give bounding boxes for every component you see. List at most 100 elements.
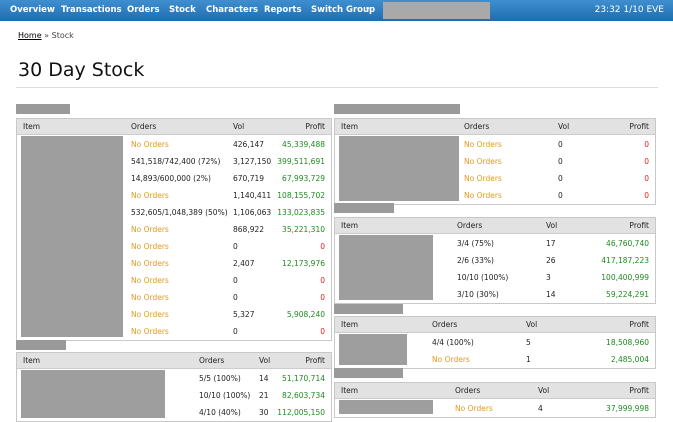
column-header: Vol bbox=[538, 386, 550, 395]
nav-item[interactable]: Transactions bbox=[61, 5, 122, 15]
orders: 10/10 (100%) bbox=[457, 273, 509, 282]
orders: No Orders bbox=[131, 259, 169, 268]
orders: 541,518/742,400 (72%) bbox=[131, 157, 221, 166]
column-header: Item bbox=[23, 122, 41, 131]
table-header bbox=[335, 317, 655, 333]
profit: 51,170,714 bbox=[282, 374, 325, 383]
profit: 0 bbox=[320, 276, 325, 285]
column-header: Profit bbox=[629, 122, 649, 131]
volume: 1 bbox=[526, 355, 531, 364]
profit: 0 bbox=[644, 174, 649, 183]
volume: 26 bbox=[546, 256, 556, 265]
volume: 2,407 bbox=[233, 259, 255, 268]
volume: 670,719 bbox=[233, 174, 265, 183]
volume: 0 bbox=[558, 140, 563, 149]
profit: 45,339,488 bbox=[282, 140, 325, 149]
panel-tab bbox=[16, 104, 70, 114]
profit: 417,187,223 bbox=[601, 256, 649, 265]
profit: 0 bbox=[644, 157, 649, 166]
orders: No Orders bbox=[131, 225, 169, 234]
orders: 5/5 (100%) bbox=[199, 374, 241, 383]
volume: 5,327 bbox=[233, 310, 255, 319]
profit: 0 bbox=[644, 140, 649, 149]
clock: 23:32 1/10 EVE bbox=[594, 5, 664, 15]
volume: 1,106,063 bbox=[233, 208, 272, 217]
dropdown-arrow[interactable]: ▾ bbox=[366, 5, 370, 13]
nav-item[interactable]: Stock bbox=[169, 5, 196, 15]
separator: » bbox=[44, 31, 50, 40]
volume: 3,127,150 bbox=[233, 157, 272, 166]
column-header: Orders bbox=[131, 122, 157, 131]
orders: No Orders bbox=[131, 191, 169, 200]
panel: Item Orders Vol Profit No Orders 426,147 45,33… bbox=[16, 118, 332, 341]
nav-item[interactable]: Switch Group bbox=[311, 5, 376, 15]
volume: 1,140,411 bbox=[233, 191, 272, 200]
panel-tab bbox=[334, 104, 460, 114]
table-header bbox=[335, 383, 655, 399]
orders: 4/4 (100%) bbox=[432, 338, 474, 347]
volume: 3 bbox=[546, 273, 551, 282]
volume: 14 bbox=[259, 374, 269, 383]
orders: 532,605/1,048,389 (50%) bbox=[131, 208, 228, 217]
nav-item[interactable]: Characters bbox=[206, 5, 259, 15]
profit: 67,993,729 bbox=[282, 174, 325, 183]
panel: Item Orders Vol Profit 3/4 (75%) 17 46,760,740… bbox=[334, 217, 656, 304]
orders: No Orders bbox=[432, 355, 470, 364]
column-header: Orders bbox=[432, 320, 458, 329]
column-header: Vol bbox=[259, 356, 271, 365]
orders: No Orders bbox=[455, 404, 493, 413]
volume: 21 bbox=[259, 391, 269, 400]
redacted-box bbox=[383, 2, 490, 19]
panel: Item Orders Vol Profit 4/4 (100%) 5 18,508,960… bbox=[334, 316, 656, 369]
column-header: Item bbox=[23, 356, 41, 365]
profit: 46,760,740 bbox=[606, 239, 649, 248]
profit: 12,173,976 bbox=[282, 259, 325, 268]
profit: 0 bbox=[320, 242, 325, 251]
orders: No Orders bbox=[131, 276, 169, 285]
volume: 0 bbox=[233, 276, 238, 285]
orders: 10/10 (100%) bbox=[199, 391, 251, 400]
profit: 82,603,734 bbox=[282, 391, 325, 400]
volume: 0 bbox=[233, 327, 238, 336]
profit: 18,508,960 bbox=[606, 338, 649, 347]
current: Stock bbox=[51, 31, 74, 40]
volume: 30 bbox=[259, 408, 269, 417]
orders: No Orders bbox=[464, 140, 502, 149]
panel-tab bbox=[334, 368, 403, 378]
profit: 5,908,240 bbox=[286, 310, 325, 319]
orders: 2/6 (33%) bbox=[457, 256, 494, 265]
orders: No Orders bbox=[464, 157, 502, 166]
column-header: Profit bbox=[629, 221, 649, 230]
page-title: 30 Day Stock bbox=[18, 59, 145, 81]
column-header: Vol bbox=[233, 122, 245, 131]
panel-tab bbox=[334, 203, 394, 213]
orders: 14,893/600,000 (2%) bbox=[131, 174, 211, 183]
nav-item[interactable]: Reports bbox=[264, 5, 302, 15]
volume: 0 bbox=[558, 174, 563, 183]
panel: Item Orders Vol Profit No Orders 0 0 No Orders 0… bbox=[334, 118, 656, 205]
nav-item[interactable]: Overview bbox=[10, 5, 55, 15]
volume: 4 bbox=[538, 404, 543, 413]
column-header: Vol bbox=[546, 221, 558, 230]
profit: 0 bbox=[320, 293, 325, 302]
volume: 0 bbox=[233, 293, 238, 302]
breadcrumb: Home » Stock bbox=[18, 31, 74, 40]
column-header: Profit bbox=[629, 386, 649, 395]
column-header: Orders bbox=[457, 221, 483, 230]
item-image bbox=[21, 370, 165, 418]
orders: No Orders bbox=[131, 242, 169, 251]
orders: No Orders bbox=[464, 191, 502, 200]
orders: No Orders bbox=[131, 293, 169, 302]
table-header bbox=[335, 119, 655, 135]
panel-tab bbox=[334, 304, 403, 314]
orders: No Orders bbox=[131, 140, 169, 149]
nav-item[interactable]: Orders bbox=[127, 5, 160, 15]
volume: 14 bbox=[546, 290, 556, 299]
column-header: Orders bbox=[455, 386, 481, 395]
orders: No Orders bbox=[464, 174, 502, 183]
profit: 0 bbox=[644, 191, 649, 200]
column-header: Orders bbox=[464, 122, 490, 131]
column-header: Profit bbox=[305, 122, 325, 131]
home-link[interactable]: Home bbox=[18, 31, 42, 40]
volume: 5 bbox=[526, 338, 531, 347]
